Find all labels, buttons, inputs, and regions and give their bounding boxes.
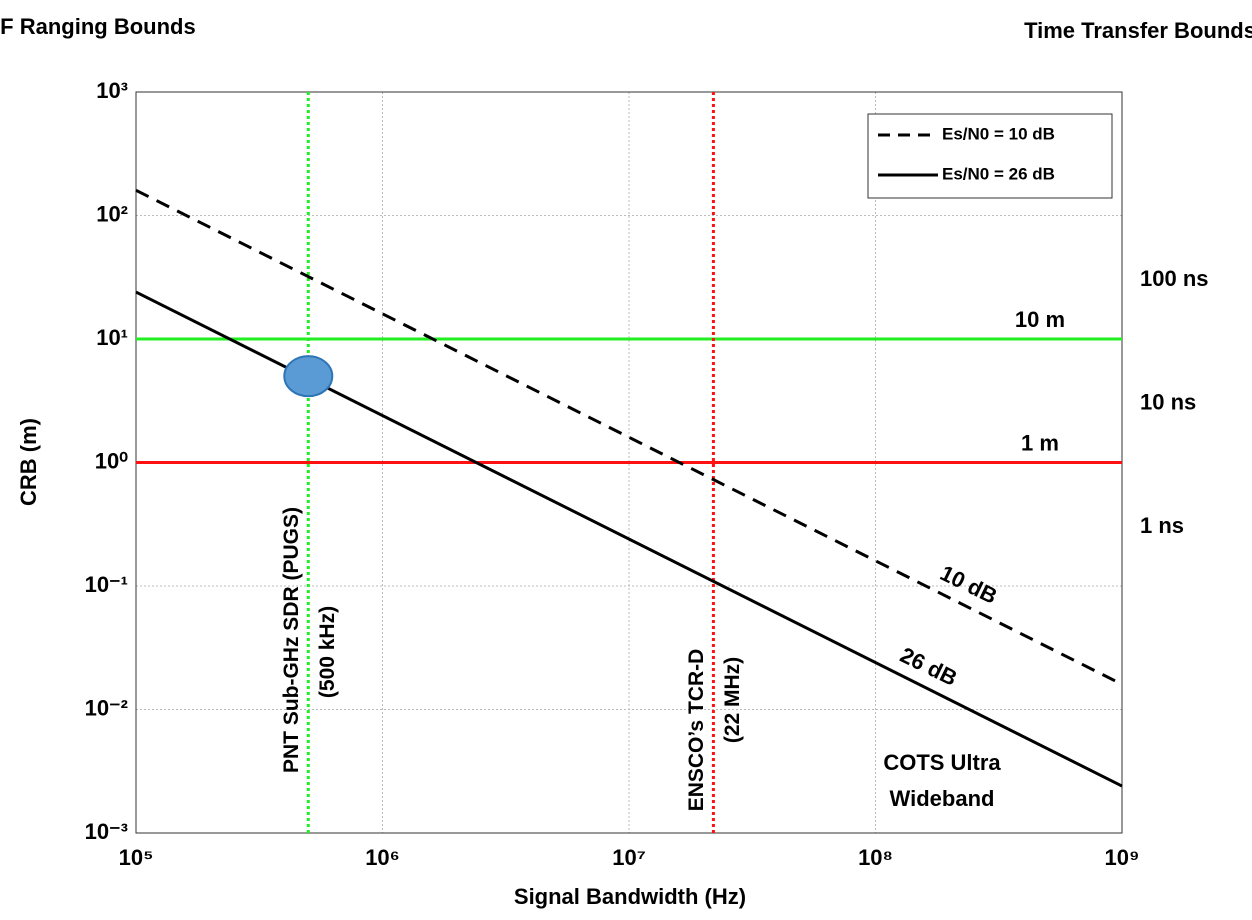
y-axis-label: CRB (m) [16,418,41,506]
y-tick-label: 10² [96,201,128,226]
reference-label: ENSCO’s TCR-D [685,649,708,812]
marker [284,356,332,396]
y-tick-label: 10⁻³ [85,819,128,844]
y2-tick-label: 100 ns [1140,266,1209,291]
x-tick-label: 10⁵ [119,845,154,870]
y-tick-label: 10¹ [96,325,128,350]
y-tick-label: 10⁻² [85,695,128,720]
y2-tick-label: 1 ns [1140,513,1184,538]
annotation: COTS Ultra [883,750,1001,775]
x-tick-label: 10⁸ [858,845,893,870]
reference-label: 10 m [1015,307,1065,332]
left-title: RF Ranging Bounds [0,14,196,39]
x-tick-label: 10⁷ [612,845,646,870]
legend-label: Es/N0 = 26 dB [942,164,1055,183]
x-tick-label: 10⁹ [1105,845,1140,870]
legend-label: Es/N0 = 10 dB [942,124,1055,143]
x-tick-label: 10⁶ [365,845,400,870]
reference-label: 1 m [1021,430,1059,455]
reference-sublabel: (500 kHz) [316,606,339,698]
reference-label: PNT Sub-GHz SDR (PUGS) [280,507,303,773]
y-tick-label: 10⁰ [95,448,128,473]
annotation: Wideband [890,786,995,811]
y2-tick-label: 10 ns [1140,389,1196,414]
y-tick-label: 10⁻¹ [85,572,128,597]
chart: RF Ranging Bounds Time Transfer Bounds S… [0,0,1252,920]
right-title: Time Transfer Bounds [1024,18,1252,43]
y-tick-label: 10³ [96,78,128,103]
x-axis-label: Signal Bandwidth (Hz) [514,884,746,909]
reference-sublabel: (22 MHz) [721,657,744,743]
